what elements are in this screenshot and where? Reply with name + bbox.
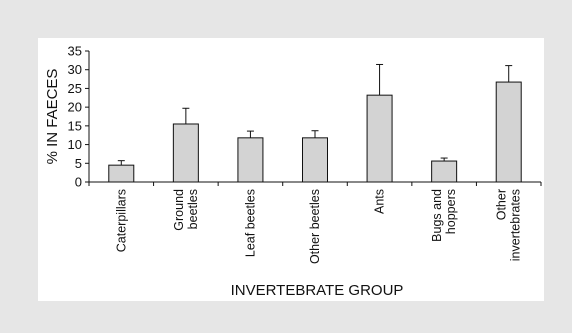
bars — [108, 81, 522, 183]
bar — [302, 137, 328, 183]
y-tick-label: 10 — [68, 137, 82, 152]
x-tick-label: Ants — [373, 189, 387, 214]
y-axis-title: % IN FAECES — [44, 69, 61, 165]
x-tick-label: Caterpillars — [114, 189, 128, 252]
x-tick-label: Leaf beetles — [243, 189, 257, 257]
bar — [108, 164, 135, 183]
bar — [172, 123, 199, 183]
y-tick-label: 5 — [75, 156, 82, 171]
x-tick-label: Otherinvertebrates — [495, 189, 523, 261]
y-tick-label: 15 — [68, 118, 82, 133]
bar — [495, 81, 522, 183]
x-tick-label: Bugs andhoppers — [430, 189, 458, 242]
x-axis-title: INVERTEBRATE GROUP — [231, 282, 404, 299]
x-tick-label: Groundbeetles — [172, 189, 200, 231]
y-tick-label: 30 — [68, 62, 82, 77]
x-ticks: Caterpillars Groundbeetles Leaf beetles Oth… — [88, 182, 542, 264]
y-ticks: 0 5 10 15 20 25 30 35 — [68, 44, 89, 190]
bar — [237, 137, 264, 183]
y-tick-label: 35 — [68, 44, 82, 59]
bar — [366, 94, 393, 183]
bar — [431, 160, 458, 183]
y-tick-label: 0 — [75, 175, 82, 190]
y-tick-label: 25 — [68, 81, 82, 96]
x-tick-label: Other beetles — [308, 189, 322, 264]
error-bars — [117, 63, 513, 166]
y-tick-label: 20 — [68, 100, 82, 115]
